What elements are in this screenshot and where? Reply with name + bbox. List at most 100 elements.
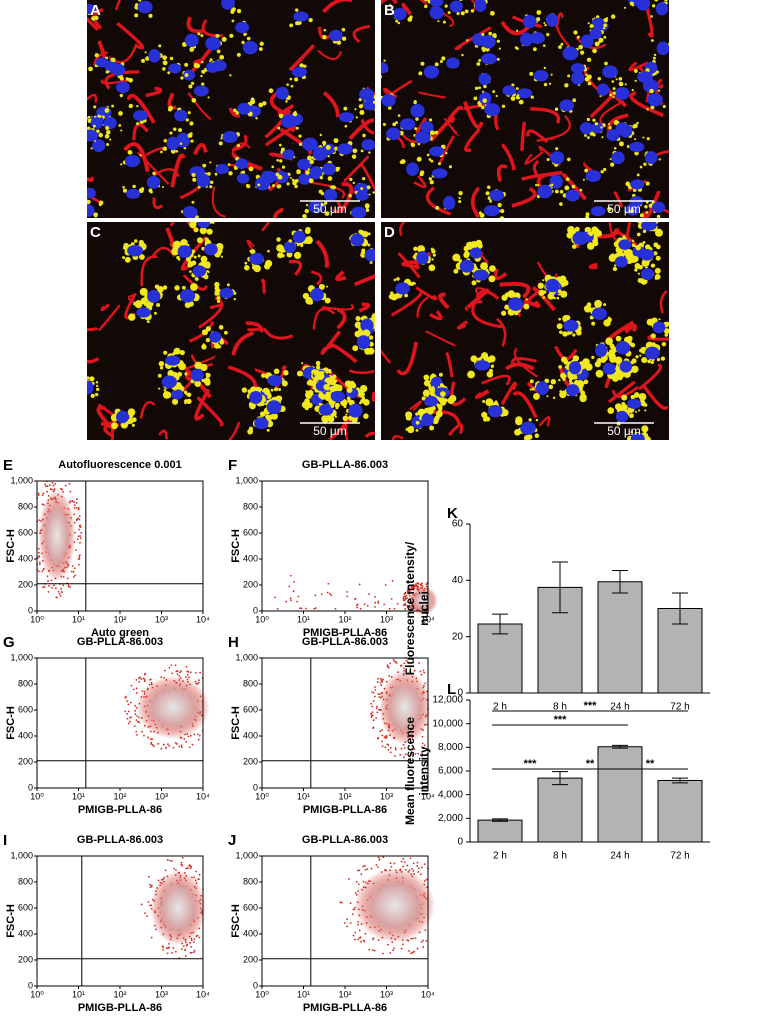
nucleus — [630, 179, 644, 189]
nucleus — [534, 70, 549, 81]
vesicle — [424, 380, 430, 386]
vesicle — [376, 244, 380, 248]
vesicle — [487, 371, 494, 378]
vesicle — [429, 425, 434, 430]
nucleus — [460, 260, 475, 273]
vesicle — [91, 394, 95, 398]
vesicle — [173, 128, 176, 131]
vesicle — [414, 127, 417, 130]
event-dot — [402, 943, 404, 945]
vesicle — [286, 182, 289, 185]
event-dot — [395, 747, 397, 749]
vesicle — [601, 136, 603, 138]
nucleus — [602, 65, 618, 78]
event-dot — [136, 687, 138, 689]
vesicle — [417, 157, 422, 162]
nucleus — [171, 389, 184, 399]
vesicle — [244, 262, 247, 265]
vesicle — [445, 152, 447, 154]
density-cloud — [39, 490, 76, 582]
vesicle — [598, 41, 600, 43]
vesicle — [651, 39, 654, 42]
nucleus — [116, 411, 129, 424]
event-dot — [401, 748, 403, 750]
nucleus — [559, 99, 574, 111]
vesicle — [434, 415, 439, 420]
vesicle — [529, 418, 532, 421]
vesicle — [544, 67, 546, 69]
vesicle — [200, 34, 203, 37]
vesicle — [478, 59, 481, 62]
vesicle — [99, 201, 103, 205]
event-dot — [382, 679, 384, 681]
vesicle — [361, 149, 364, 152]
event-dot — [356, 607, 358, 609]
event-dot — [416, 865, 418, 867]
nucleus — [364, 249, 379, 262]
vesicle — [453, 269, 458, 274]
vesicle — [467, 247, 470, 250]
vesicle — [320, 134, 322, 136]
vesicle — [120, 94, 123, 97]
vesicle — [619, 77, 623, 81]
vesicle — [129, 104, 133, 108]
vesicle — [643, 241, 646, 244]
event-dot — [359, 937, 361, 939]
nucleus — [127, 245, 143, 256]
y-tick-label: 400 — [243, 928, 258, 938]
event-dot — [54, 488, 56, 490]
vesicle — [616, 371, 624, 379]
vesicle — [558, 379, 560, 381]
vesicle — [362, 134, 365, 137]
vesicle — [637, 248, 640, 251]
x-tick-label: 10¹ — [72, 791, 85, 801]
event-dot — [181, 746, 183, 748]
event-dot — [74, 575, 76, 577]
vesicle — [443, 21, 446, 24]
event-dot — [346, 918, 348, 920]
vesicle — [491, 365, 494, 368]
vesicle — [217, 244, 222, 249]
event-dot — [373, 719, 375, 721]
vesicle — [639, 393, 647, 401]
vesicle — [375, 105, 379, 109]
vesicle — [516, 87, 519, 90]
vesicle — [535, 433, 539, 437]
vesicle — [626, 249, 633, 256]
event-dot — [374, 606, 376, 608]
vesicle — [232, 20, 235, 23]
vesicle — [261, 374, 265, 378]
vesicle — [458, 200, 461, 203]
nucleus — [136, 307, 151, 317]
vesicle — [658, 89, 660, 91]
nucleus — [393, 8, 407, 20]
x-tick-label: 10³ — [380, 791, 393, 801]
vesicle — [449, 395, 456, 402]
nucleus — [429, 146, 444, 156]
vesicle — [158, 388, 160, 390]
vesicle — [634, 392, 640, 398]
vesicle — [642, 261, 646, 265]
vesicle — [294, 252, 301, 259]
event-dot — [377, 602, 379, 604]
event-dot — [418, 662, 420, 664]
vesicle — [375, 330, 382, 337]
vesicle — [201, 83, 204, 86]
vesicle — [255, 117, 257, 119]
vesicle — [169, 131, 172, 134]
vesicle — [296, 127, 299, 130]
event-dot — [199, 874, 201, 876]
vesicle — [316, 372, 324, 380]
event-dot — [175, 665, 177, 667]
event-dot — [127, 718, 129, 720]
event-dot — [348, 878, 350, 880]
vesicle — [536, 10, 541, 15]
vesicle — [641, 425, 648, 432]
event-dot — [411, 868, 413, 870]
vesicle — [603, 36, 606, 39]
y-tick-label: 800 — [243, 678, 258, 688]
vesicle — [641, 357, 647, 363]
event-dot — [350, 902, 352, 904]
panel-label: B — [384, 2, 395, 19]
vesicle — [598, 77, 601, 80]
